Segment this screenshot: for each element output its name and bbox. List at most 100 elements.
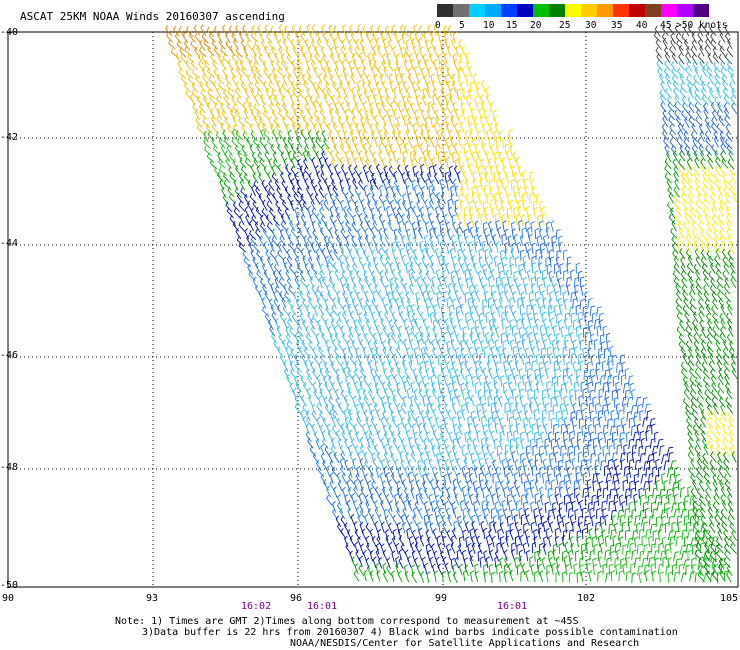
wind-barb bbox=[606, 403, 611, 415]
wind-barb bbox=[672, 249, 679, 261]
wind-barb bbox=[407, 67, 412, 79]
wind-barb bbox=[633, 473, 638, 485]
wind-barb bbox=[464, 360, 470, 372]
wind-barb bbox=[300, 248, 306, 260]
wind-barb bbox=[722, 354, 729, 366]
wind-barb bbox=[726, 219, 732, 232]
wind-barb bbox=[524, 221, 530, 233]
wind-barb bbox=[673, 508, 681, 519]
wind-barb bbox=[235, 47, 243, 58]
wind-barb bbox=[522, 192, 527, 204]
wind-barb bbox=[462, 170, 468, 183]
wind-barb bbox=[326, 485, 332, 498]
wind-barb bbox=[537, 214, 542, 226]
wind-barb bbox=[278, 109, 286, 121]
wind-barb bbox=[645, 430, 650, 442]
wind-barb bbox=[673, 551, 680, 562]
wind-barb bbox=[674, 109, 681, 121]
wind-barb bbox=[350, 66, 355, 79]
wind-barb bbox=[418, 549, 423, 561]
wind-barb bbox=[731, 367, 738, 380]
wind-barb bbox=[712, 501, 720, 513]
wind-barb bbox=[220, 46, 228, 57]
wind-barb bbox=[674, 178, 680, 191]
wind-barb bbox=[445, 221, 450, 233]
wind-barb bbox=[571, 457, 576, 470]
wind-barb bbox=[430, 116, 435, 129]
wind-barb bbox=[387, 150, 392, 162]
wind-barb bbox=[292, 87, 298, 99]
wind-barb bbox=[455, 311, 460, 323]
wind-barb bbox=[633, 557, 640, 568]
wind-barb bbox=[416, 564, 422, 577]
wind-barb bbox=[348, 429, 354, 442]
wind-barb bbox=[506, 430, 512, 442]
wind-barb bbox=[360, 156, 366, 169]
wind-barb bbox=[608, 360, 613, 372]
wind-barb bbox=[645, 424, 652, 435]
wind-barb bbox=[544, 501, 549, 513]
wind-barb bbox=[694, 508, 701, 520]
wind-barb bbox=[725, 570, 732, 583]
wind-barb bbox=[705, 396, 713, 408]
wind-barb bbox=[416, 177, 422, 190]
wind-barb bbox=[633, 493, 638, 505]
wind-barb bbox=[682, 495, 690, 506]
wind-barb bbox=[262, 227, 270, 239]
wind-barb bbox=[665, 73, 672, 85]
wind-barb bbox=[317, 220, 323, 233]
wind-barb bbox=[702, 353, 708, 365]
wind-barb bbox=[399, 88, 405, 100]
wind-barb bbox=[514, 521, 520, 534]
wind-barb bbox=[278, 277, 286, 289]
wind-barb bbox=[324, 445, 331, 458]
wind-barb bbox=[363, 88, 370, 101]
wind-barb bbox=[606, 557, 611, 569]
wind-barb bbox=[423, 74, 428, 86]
wind-barb bbox=[345, 241, 351, 254]
wind-barb bbox=[468, 549, 473, 562]
wind-barb bbox=[522, 333, 527, 345]
wind-barb bbox=[351, 492, 356, 505]
wind-barb bbox=[661, 123, 668, 135]
wind-barb bbox=[410, 465, 415, 478]
wind-barb bbox=[447, 206, 453, 219]
wind-barb bbox=[710, 185, 717, 198]
wind-barb bbox=[597, 570, 603, 582]
wind-barb bbox=[694, 417, 700, 429]
wind-barb bbox=[464, 268, 469, 281]
wind-speed-legend: 0 5 10 15 20 25 30 35 40 45 >50 knots bbox=[0, 0, 740, 40]
wind-barb bbox=[576, 535, 581, 548]
wind-barb bbox=[395, 346, 402, 358]
wind-barb bbox=[586, 375, 592, 386]
wind-barb bbox=[421, 255, 427, 268]
wind-barb bbox=[477, 389, 482, 401]
wind-barb bbox=[330, 445, 337, 457]
wind-barb bbox=[503, 466, 508, 478]
wind-barb bbox=[178, 68, 187, 79]
wind-barb bbox=[493, 255, 498, 267]
wind-barb bbox=[730, 361, 737, 373]
wind-barb bbox=[382, 401, 387, 414]
wind-barb bbox=[660, 94, 666, 106]
wind-barb bbox=[484, 389, 489, 401]
wind-barb bbox=[712, 473, 718, 486]
wind-barb bbox=[298, 346, 305, 358]
wind-barb bbox=[617, 409, 624, 421]
wind-barb bbox=[694, 368, 702, 380]
wind-barb bbox=[432, 88, 438, 100]
wind-barb bbox=[671, 52, 678, 64]
wind-barb bbox=[698, 557, 704, 569]
wind-barb bbox=[512, 408, 517, 421]
wind-barb bbox=[395, 562, 400, 575]
legend-label-8: 40 bbox=[636, 20, 648, 31]
wind-barb bbox=[423, 445, 430, 457]
wind-barb bbox=[412, 423, 417, 435]
wind-barb bbox=[672, 242, 679, 254]
wind-barb bbox=[402, 80, 408, 93]
wind-barb bbox=[374, 122, 380, 134]
wind-barb bbox=[563, 249, 568, 261]
wind-barb bbox=[696, 451, 703, 464]
wind-barb bbox=[547, 473, 552, 485]
